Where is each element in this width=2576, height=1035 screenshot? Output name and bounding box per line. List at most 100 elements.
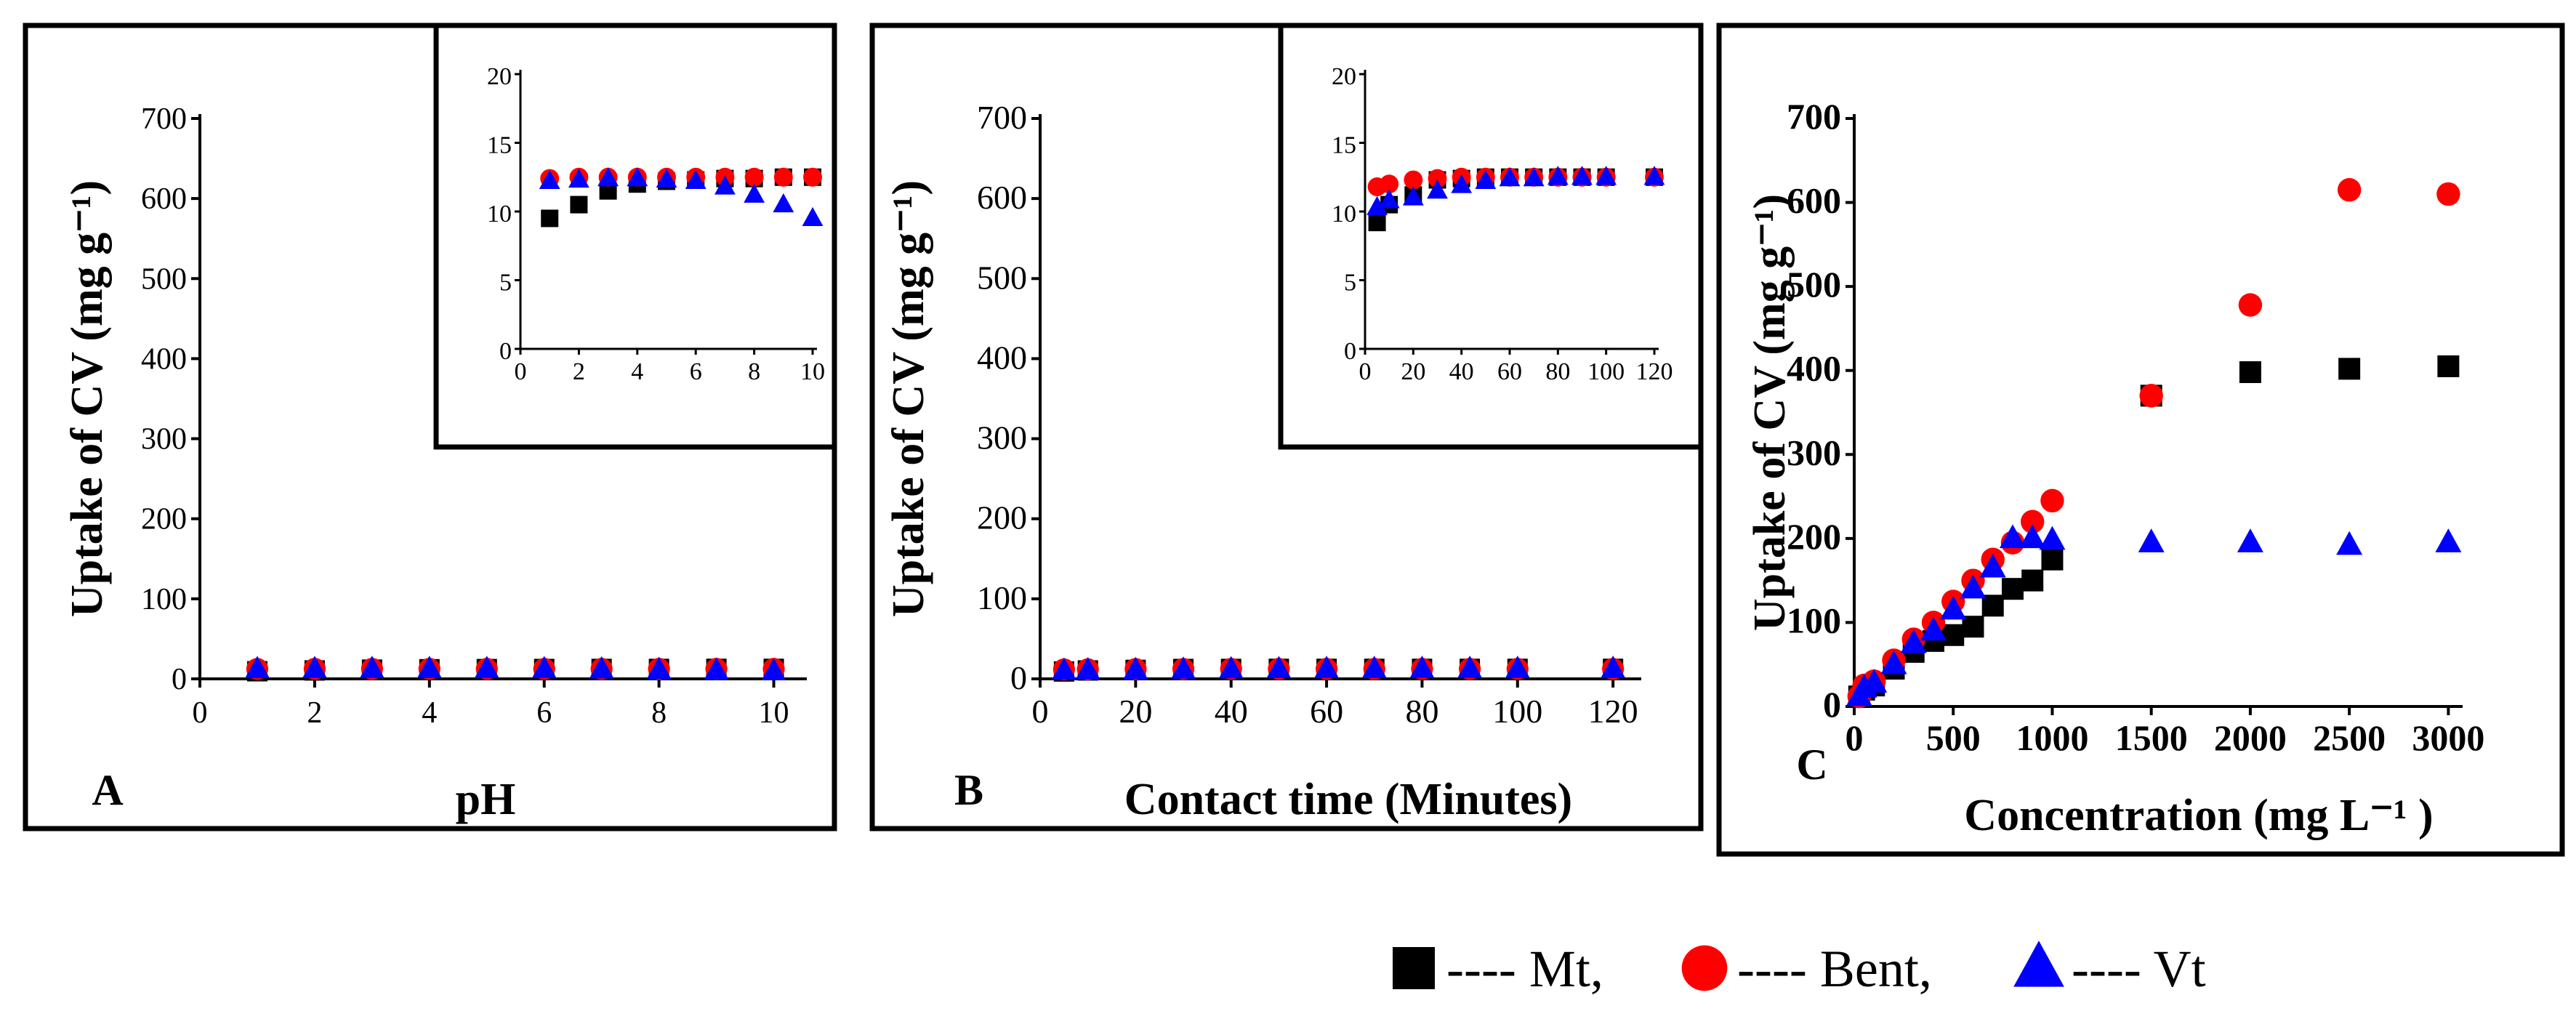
main-x-tick-label: 6 [536,696,552,730]
data-point-vt [2039,525,2066,550]
main-y-tick-label: 500 [1787,264,1841,305]
panel-c: 0 500 1000 1500 2000 2500 3000 0 100 200 300 400 500… [1716,23,2565,857]
panel-label: C [1796,741,1827,789]
main-y-tick-label: 300 [141,423,187,456]
inset-point-vt [656,168,677,188]
data-point-vt [474,656,499,678]
inset-point-mt [1368,214,1386,232]
y-axis-title: Uptake of CV (mg g⁻¹) [884,180,933,617]
main-y-tick-label: 400 [141,342,187,376]
inset-x-tick-label: 0 [515,358,527,385]
inset-y-tick-label: 5 [499,270,512,297]
data-point-vt [245,656,270,678]
main-x-tick-label: 0 [1032,693,1049,730]
data-point-vt [1052,657,1076,680]
main-y-tick-label: 200 [141,503,187,536]
inset-point-vt [1523,167,1545,187]
inset-point-vt [744,183,765,203]
main-x-tick-label: 4 [422,696,437,730]
data-point-mt [1942,624,1965,646]
inset-point-bent [803,167,822,187]
inset-point-bent [1428,169,1447,188]
data-point-mt [2021,569,2044,592]
inset-point-bent [773,167,793,187]
data-point-vt [2138,528,2165,552]
inset-point-vt [1402,186,1424,206]
data-point-vt [2435,528,2462,552]
main-y-tick-label: 600 [141,182,187,216]
inset-y-tick-label: 0 [499,338,512,365]
legend-label: ---- Bent, [1737,940,1932,998]
data-point-vt [1920,616,1947,641]
legend-marker-square [1393,947,1435,989]
x-axis-title: Contact time (Minutes) [1124,775,1572,824]
inset-y-tick-label: 15 [487,132,512,159]
main-x-tick-label: 2000 [2214,717,2287,758]
inset-x-tick-label: 6 [690,358,702,385]
panel-frame [1716,23,2565,857]
main-y-tick-label: 100 [141,583,187,616]
legend-marker-circle [1681,945,1728,991]
inset-point-mt [541,209,559,227]
main-x-tick-label: 3000 [2412,717,2484,758]
inset-point-vt [1547,166,1569,185]
panel-label: B [954,766,983,814]
main-y-tick-label: 200 [977,499,1027,536]
main-x-tick-label: 1500 [2115,717,2188,758]
inset-y-tick-label: 15 [1332,132,1356,159]
main-x-tick-label: 8 [651,696,667,730]
data-point-vt [589,656,614,679]
data-point-bent [2238,293,2263,317]
main-y-tick-label: 500 [141,262,187,296]
legend-marker-triangle [2013,941,2064,987]
inset-point-vt [1499,167,1521,187]
panel-label: A [92,766,123,814]
data-point-vt [302,656,327,678]
inset-point-vt [1595,166,1617,185]
inset-y-tick-label: 0 [1344,338,1356,365]
main-x-tick-label: 500 [1926,717,1981,758]
main-x-tick-label: 100 [1492,693,1542,730]
data-point-vt [360,656,385,678]
main-y-tick-label: 200 [1787,516,1841,557]
main-y-tick-label: 600 [977,179,1027,216]
inset-x-tick-label: 100 [1587,358,1625,385]
data-point-vt [1999,524,2026,549]
main-y-tick-label: 300 [977,419,1027,456]
inset-point-vt [1427,180,1448,199]
data-point-vt [2336,531,2363,555]
legend-label: ---- Mt, [1446,940,1603,998]
data-point-vt [531,656,557,678]
data-point-vt [1266,656,1292,678]
inset-point-vt [627,167,648,187]
x-axis-title: pH [456,775,516,824]
data-point-bent [2139,384,2163,408]
inset-x-tick-label: 0 [1359,358,1372,385]
inset-chart: 0 2 4 6 8 10 0 5 10 15 20 [433,23,837,450]
inset-point-vt [539,169,560,190]
data-point-mt [2041,548,2064,571]
data-point-mt [2239,361,2261,384]
main-y-tick-label: 400 [977,339,1027,376]
inset-point-vt [1643,166,1665,185]
inset-x-tick-label: 60 [1497,358,1522,385]
inset-point-mt [570,196,588,214]
inset-x-tick-label: 40 [1449,358,1474,385]
inset-point-bent [744,167,764,187]
main-y-tick-label: 600 [1787,180,1841,221]
inset-y-tick-label: 5 [1344,270,1356,297]
inset-point-vt [597,167,619,187]
data-point-vt [1880,650,1907,674]
main-y-tick-label: 0 [172,663,187,696]
main-y-tick-label: 100 [1787,600,1841,640]
main-x-tick-label: 2500 [2313,717,2386,758]
inset-x-tick-label: 10 [800,358,825,385]
inset-x-tick-label: 2 [573,358,585,385]
data-point-bent [2021,510,2045,533]
legend: ---- Mt, ---- Bent, ---- Vt [1393,940,2206,998]
main-y-tick-label: 500 [977,259,1027,296]
data-point-vt [1861,669,1888,693]
data-point-vt [761,658,786,680]
